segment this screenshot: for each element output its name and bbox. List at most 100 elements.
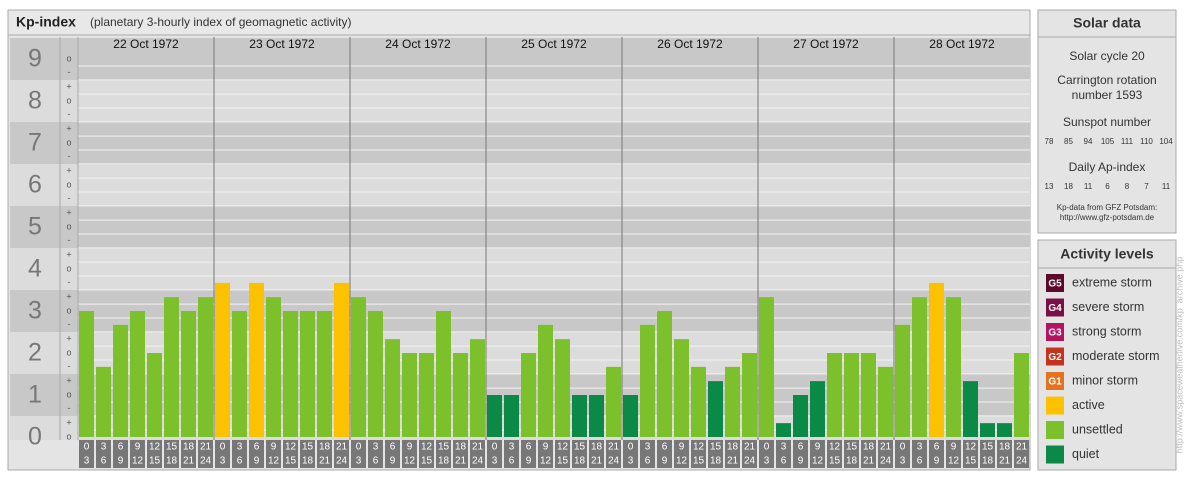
hour-label: 15 [557,456,569,467]
y-tick-label: 6 [28,171,42,199]
hour-label: 3 [237,442,243,453]
level-swatch [1046,445,1064,464]
y-minor-label: o [66,389,71,399]
hour-label: 3 [645,442,651,453]
hour-label: 6 [237,456,243,467]
hour-box [674,440,689,468]
hour-box [963,440,978,468]
hour-label: 3 [628,456,634,467]
hour-label: 18 [319,442,331,453]
hour-label: 15 [421,456,433,467]
hour-label: 9 [254,456,260,467]
hour-label: 6 [101,456,107,467]
y-minor-label: o [66,347,71,357]
bar [606,366,621,437]
y-minor-label: o [66,263,71,273]
carrington: number 1593 [1072,88,1143,102]
bar [572,395,587,437]
bar [980,423,995,437]
hour-label: 12 [829,442,841,453]
hour-box [606,440,621,468]
hour-box [368,440,383,468]
bar [725,366,740,437]
level-label: unsettled [1072,422,1123,436]
hour-label: 9 [390,456,396,467]
hour-box [419,440,434,468]
hour-label: 15 [829,456,841,467]
hour-label: 15 [438,442,450,453]
hour-box [79,440,94,468]
hour-box [895,440,910,468]
hour-label: 12 [149,442,161,453]
bar [827,353,842,437]
level-swatch [1046,396,1064,415]
hour-box [946,440,961,468]
hour-label: 18 [846,456,858,467]
bar [742,353,757,437]
solar-panel [1037,9,1177,234]
source: http://www.gfz-potsdam.de [1060,213,1155,222]
y-tick-label: 8 [28,87,42,115]
hour-label: 3 [220,456,226,467]
bar [878,366,893,437]
bar [419,353,434,437]
hour-label: 18 [982,456,994,467]
level-code: G4 [1048,303,1062,314]
hour-box [691,440,706,468]
hour-label: 24 [200,456,212,467]
bar [912,297,927,437]
y-minor-label: - [68,193,71,203]
y-minor-label: o [66,221,71,231]
hour-label: 9 [118,456,124,467]
hour-label: 24 [336,456,348,467]
hour-box [623,440,638,468]
bar [232,311,247,437]
bar [793,395,808,437]
hour-box [793,440,808,468]
day-label: 25 Oct 1972 [521,37,587,51]
hour-box [96,440,111,468]
hour-label: 0 [628,442,634,453]
hour-box [130,440,145,468]
hour-label: 9 [271,442,277,453]
bar [963,381,978,437]
hour-label: 24 [608,456,620,467]
y-tick-label: 3 [28,297,42,325]
hour-label: 21 [1016,442,1028,453]
hour-label: 21 [863,456,875,467]
hour-label: 9 [934,456,940,467]
bar [249,282,264,437]
hour-label: 24 [880,456,892,467]
bar [334,282,349,437]
hour-box [232,440,247,468]
hour-label: 9 [798,456,804,467]
sunspot-value: 104 [1159,137,1173,146]
bar [385,339,400,437]
y-minor-label: + [66,82,71,92]
ap-title: Daily Ap-index [1069,160,1146,174]
sunspot-title: Sunspot number [1063,115,1151,129]
day-label: 26 Oct 1972 [657,37,723,51]
hour-label: 9 [951,442,957,453]
level-label: quiet [1072,447,1100,461]
bar [623,395,638,437]
bar [487,395,502,437]
hour-label: 3 [84,456,90,467]
y-minor-label: + [66,250,71,260]
hour-label: 6 [373,456,379,467]
hour-label: 18 [438,456,450,467]
hour-box [147,440,162,468]
header-subtitle: (planetary 3-hourly index of geomagnetic… [90,15,351,29]
hour-label: 15 [302,442,314,453]
level-swatch [1046,347,1064,366]
hour-label: 9 [135,442,141,453]
hour-box [181,440,196,468]
hour-label: 21 [200,442,212,453]
sunspot-value: 85 [1064,137,1073,146]
band [10,332,1030,374]
bar [283,311,298,437]
hour-label: 6 [781,456,787,467]
bar [130,311,145,437]
hour-label: 6 [118,442,124,453]
